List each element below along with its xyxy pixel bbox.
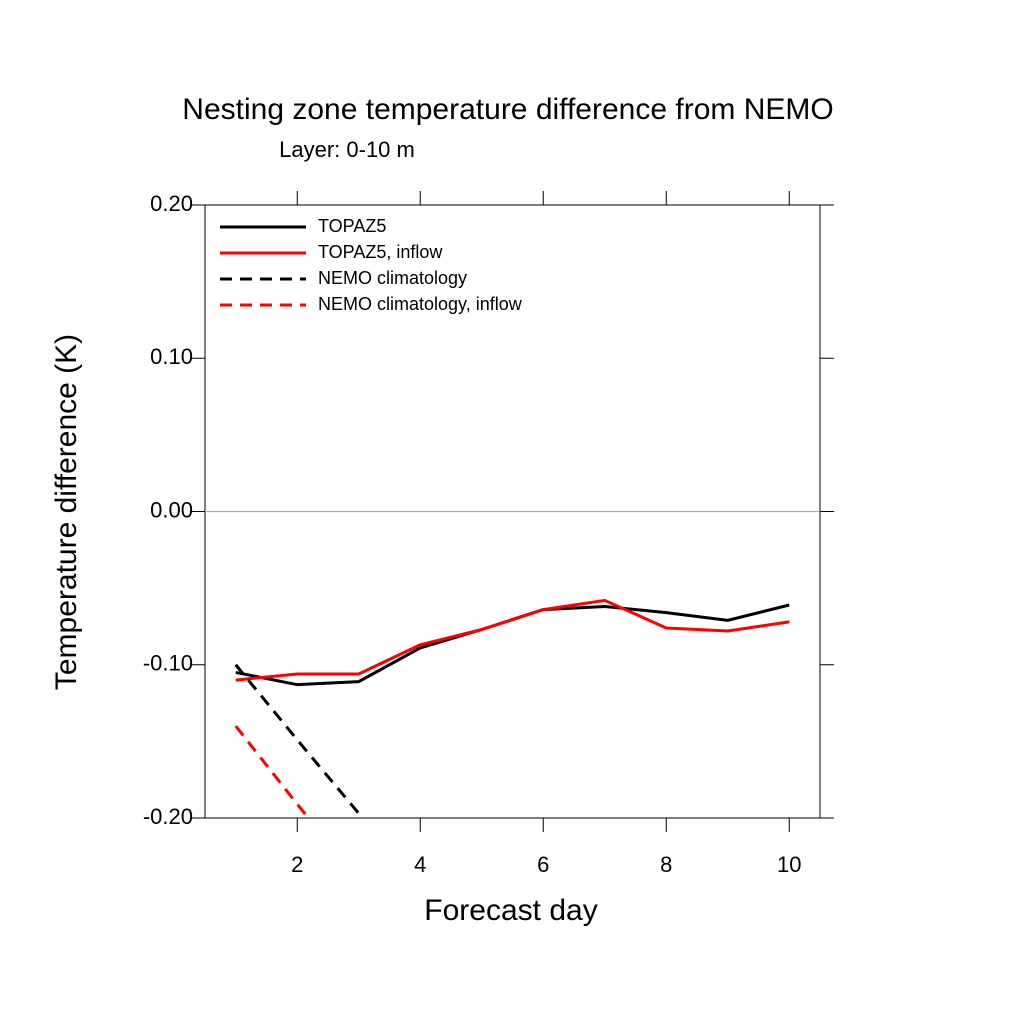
y-tick-label: 0.00	[150, 497, 193, 522]
x-tick-label: 2	[291, 852, 303, 877]
x-tick-label: 8	[660, 852, 672, 877]
y-tick-label: -0.10	[143, 651, 193, 676]
chart-subtitle: Layer: 0-10 m	[279, 137, 415, 162]
series-line	[235, 598, 790, 682]
chart-title: Nesting zone temperature difference from…	[182, 93, 833, 126]
y-tick-label: 0.10	[150, 344, 193, 369]
plot-area	[234, 598, 790, 818]
x-tick-label: 6	[537, 852, 549, 877]
legend-label: NEMO climatology	[318, 268, 467, 288]
y-axis-label: Temperature difference (K)	[50, 334, 83, 690]
x-axis-label: Forecast day	[424, 894, 597, 927]
legend-label: TOPAZ5, inflow	[318, 242, 443, 262]
y-tick-label: -0.20	[143, 804, 193, 829]
x-tick-label: 4	[414, 852, 426, 877]
x-tick-label: 10	[777, 852, 801, 877]
y-tick-label: 0.20	[150, 191, 193, 216]
series-line	[234, 663, 365, 818]
legend-label: NEMO climatology, inflow	[318, 294, 523, 314]
legend-label: TOPAZ5	[318, 216, 386, 236]
